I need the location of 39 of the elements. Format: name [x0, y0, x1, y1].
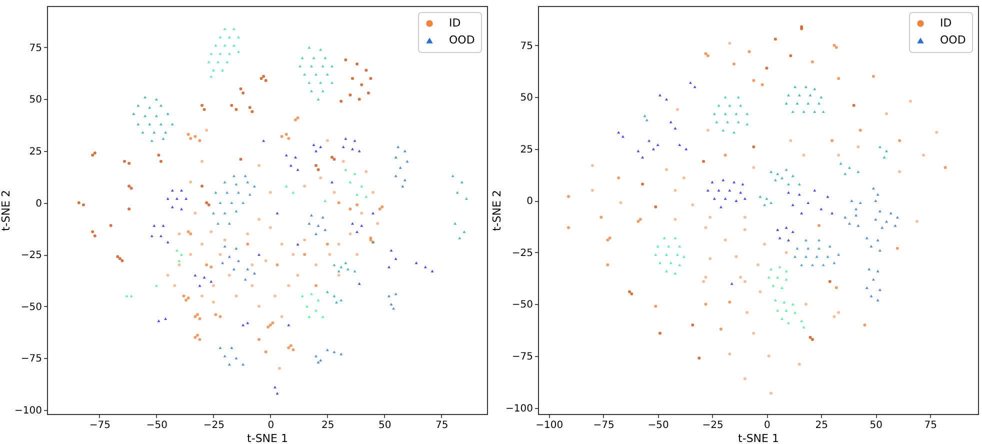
y-tick-label: −25	[512, 248, 533, 259]
y-tick-label: 75	[29, 42, 42, 54]
x-tick-label: 75	[924, 420, 937, 431]
legend-label: OOD	[940, 34, 966, 46]
y-axis-title: t-SNE 2	[490, 190, 504, 231]
y-tick-label: 50	[29, 94, 42, 106]
x-axis-title: t-SNE 1	[738, 432, 779, 444]
y-axis-title: t-SNE 2	[0, 190, 13, 231]
x-tick-label: −100	[536, 420, 564, 431]
x-tick-label: −75	[89, 420, 110, 431]
x-tick-label: −75	[593, 420, 614, 431]
x-tick-label: −50	[146, 420, 168, 431]
y-tick-label: −75	[512, 352, 533, 363]
y-tick-label: −25	[20, 250, 42, 262]
x-tick-label: 75	[436, 420, 448, 431]
y-tick-label: 0	[526, 196, 533, 208]
y-tick-label: 25	[29, 146, 42, 158]
y-tick-label: −100	[506, 403, 533, 414]
y-tick-label: −50	[512, 300, 533, 311]
x-tick-label: 25	[322, 420, 334, 431]
legend-label: ID	[940, 16, 952, 30]
x-tick-label: 0	[764, 420, 770, 431]
x-axis-title: t-SNE 1	[247, 432, 288, 444]
legend-label: OOD	[449, 34, 475, 46]
y-tick-label: −50	[20, 302, 42, 313]
x-tick-label: −25	[702, 420, 724, 431]
x-tick-label: 50	[870, 420, 882, 431]
y-tick-label: −75	[20, 354, 42, 365]
y-tick-label: −100	[14, 405, 42, 416]
x-tick-label: 0	[268, 420, 274, 431]
y-tick-label: 25	[520, 144, 533, 156]
legend-label: ID	[449, 16, 461, 30]
x-tick-label: 50	[378, 420, 392, 431]
x-tick-label: −25	[203, 420, 224, 431]
x-tick-label: 25	[815, 420, 828, 431]
x-tick-label: −50	[648, 420, 669, 431]
y-tick-label: 0	[36, 198, 42, 210]
y-tick-label: 75	[520, 40, 533, 52]
y-tick-label: 50	[520, 92, 533, 104]
